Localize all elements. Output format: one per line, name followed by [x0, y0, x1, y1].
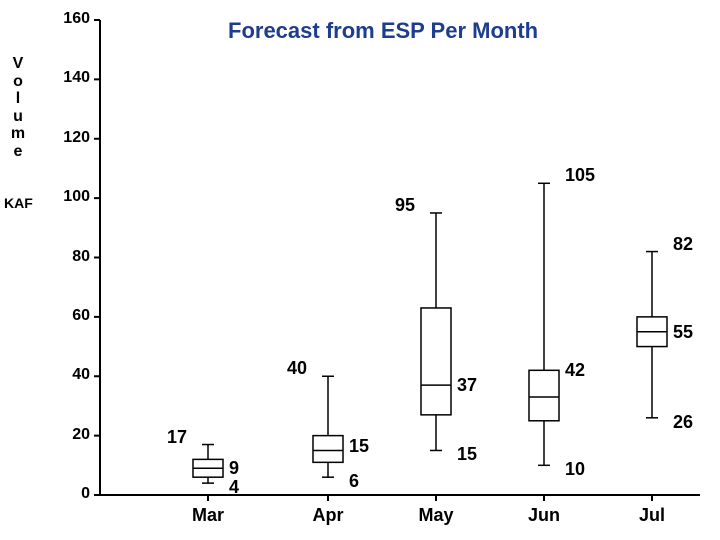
x-tick-label: Apr — [303, 505, 353, 526]
data-label: 55 — [673, 322, 693, 343]
y-tick-label: 0 — [81, 485, 90, 503]
y-tick-label: 100 — [63, 188, 90, 206]
plot-area — [0, 0, 720, 540]
boxplot-chart: Forecast from ESP Per Month Volume KAF 0… — [0, 0, 720, 540]
data-label: 95 — [395, 195, 415, 216]
data-label: 4 — [229, 477, 239, 498]
data-label: 37 — [457, 375, 477, 396]
data-label: 40 — [287, 358, 307, 379]
data-label: 15 — [349, 436, 369, 457]
data-label: 82 — [673, 234, 693, 255]
data-label: 26 — [673, 412, 693, 433]
data-label: 9 — [229, 458, 239, 479]
y-tick-label: 60 — [72, 307, 90, 325]
data-label: 42 — [565, 360, 585, 381]
y-tick-label: 80 — [72, 248, 90, 266]
x-tick-label: May — [411, 505, 461, 526]
x-tick-label: Jul — [627, 505, 677, 526]
y-tick-label: 140 — [63, 69, 90, 87]
data-label: 105 — [565, 165, 595, 186]
data-label: 17 — [167, 427, 187, 448]
y-tick-label: 120 — [63, 129, 90, 147]
y-tick-label: 160 — [63, 10, 90, 28]
data-label: 15 — [457, 444, 477, 465]
y-tick-label: 20 — [72, 426, 90, 444]
x-tick-label: Mar — [183, 505, 233, 526]
data-label: 6 — [349, 471, 359, 492]
y-tick-label: 40 — [72, 366, 90, 384]
data-label: 10 — [565, 459, 585, 480]
x-tick-label: Jun — [519, 505, 569, 526]
